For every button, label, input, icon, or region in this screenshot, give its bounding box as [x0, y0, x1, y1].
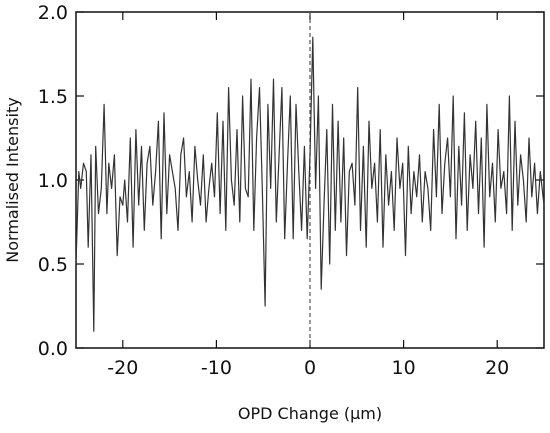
x-tick-label: 20 [485, 357, 509, 379]
y-axis-label: Normalised Intensity [3, 97, 22, 262]
series-line [75, 36, 545, 332]
y-tick-label: 0.0 [38, 338, 68, 360]
y-tick-label: 1.5 [38, 86, 68, 108]
x-axis-label: OPD Change (μm) [238, 404, 382, 423]
x-tick-label: 0 [304, 357, 316, 379]
x-tick-label: 10 [392, 357, 416, 379]
axis-ticks [76, 11, 544, 349]
axis-tick-labels: -20 -10 0 10 20 0.0 0.5 1.0 1.5 2.0 [38, 2, 510, 379]
x-tick-label: -10 [201, 357, 232, 379]
y-tick-label: 1.0 [38, 170, 68, 192]
y-tick-label: 0.5 [38, 254, 68, 276]
x-tick-label: -20 [107, 357, 138, 379]
y-tick-label: 2.0 [38, 2, 68, 24]
